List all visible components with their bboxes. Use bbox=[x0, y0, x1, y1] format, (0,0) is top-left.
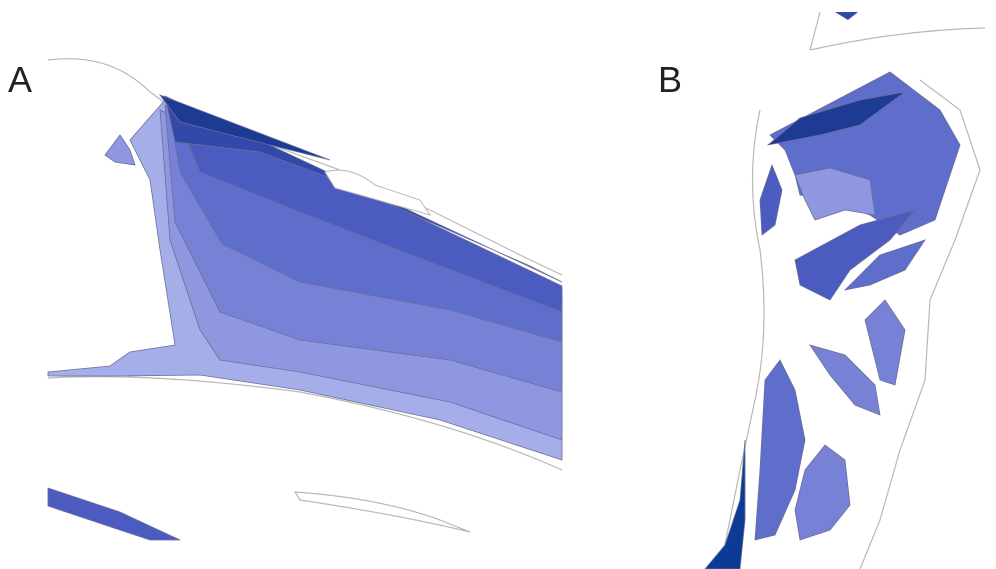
depth-layer bbox=[795, 445, 850, 540]
panel-label: B bbox=[658, 59, 682, 100]
panel-a: A bbox=[8, 59, 562, 540]
shoreline bbox=[810, 12, 985, 50]
depth-layer bbox=[705, 440, 745, 569]
depth-layer bbox=[865, 300, 905, 385]
shoreline bbox=[295, 492, 470, 532]
depth-layer bbox=[810, 345, 880, 415]
depth-layer bbox=[48, 488, 180, 540]
water-body bbox=[835, 12, 858, 20]
figure: A B bbox=[0, 0, 996, 569]
panel-label: A bbox=[8, 59, 32, 100]
panel-b: B bbox=[658, 12, 985, 569]
depth-layer bbox=[760, 165, 782, 235]
